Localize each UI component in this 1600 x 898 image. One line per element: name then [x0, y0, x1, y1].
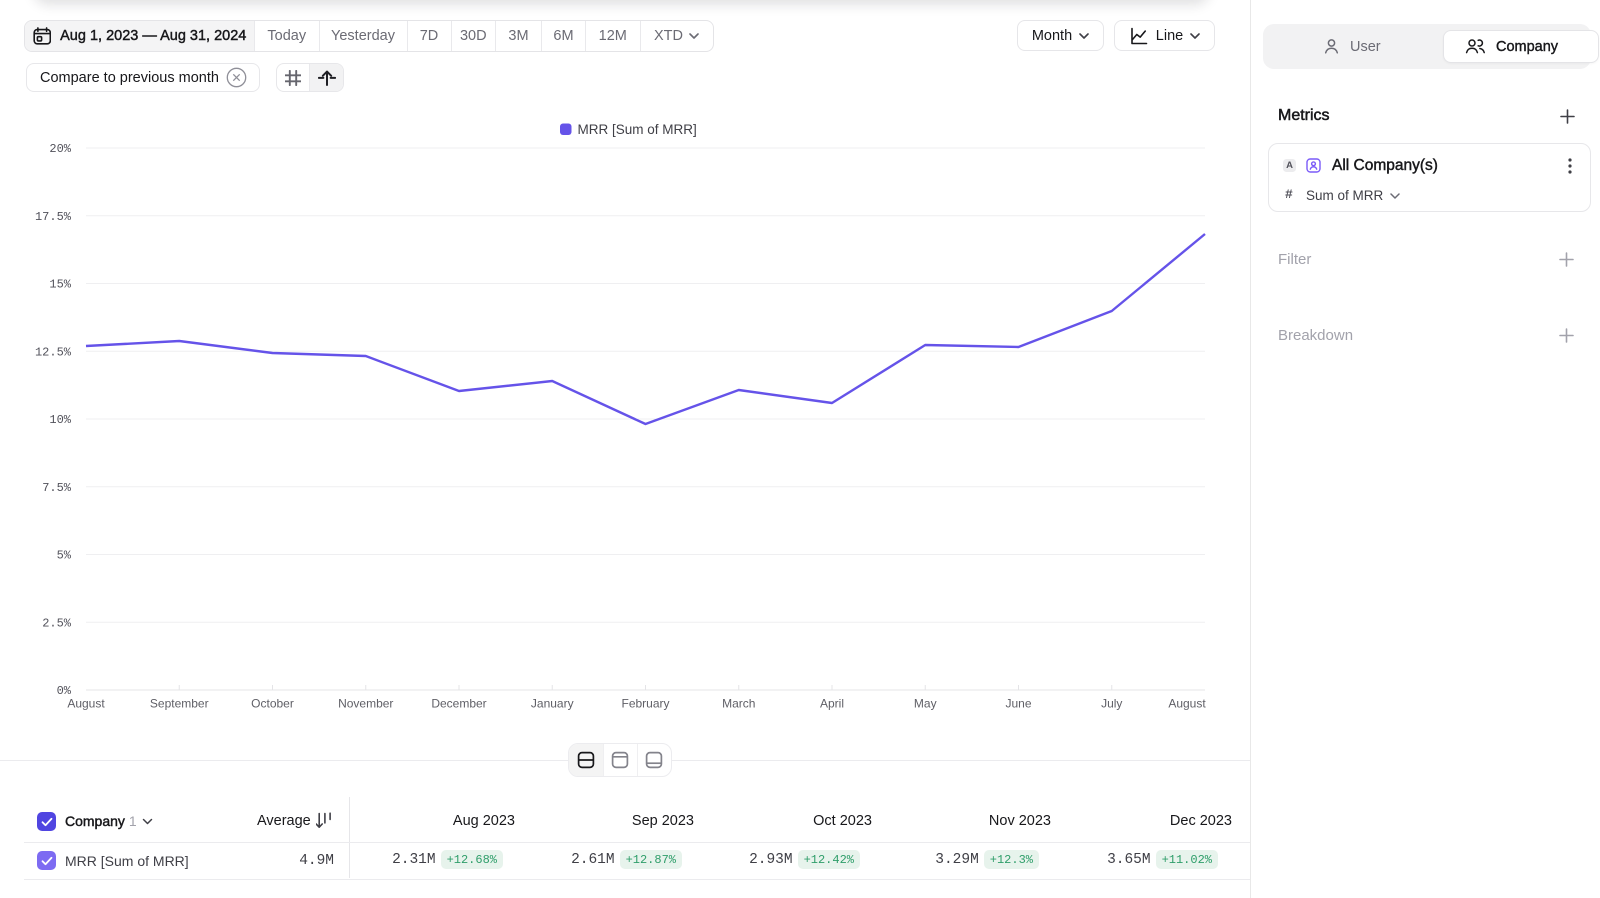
svg-text:November: November: [338, 697, 393, 711]
svg-text:October: October: [251, 697, 294, 711]
svg-text:10%: 10%: [49, 413, 71, 427]
svg-text:March: March: [722, 697, 755, 711]
svg-text:12.5%: 12.5%: [35, 345, 72, 359]
svg-text:May: May: [914, 697, 937, 711]
svg-text:0%: 0%: [57, 684, 72, 698]
svg-text:June: June: [1005, 697, 1031, 711]
svg-text:September: September: [150, 697, 209, 711]
svg-text:15%: 15%: [49, 278, 71, 292]
svg-text:5%: 5%: [57, 549, 72, 563]
svg-text:December: December: [431, 697, 486, 711]
svg-text:July: July: [1101, 697, 1122, 711]
svg-text:February: February: [621, 697, 669, 711]
svg-text:MRR [Sum of MRR]: MRR [Sum of MRR]: [578, 122, 697, 137]
svg-text:January: January: [531, 697, 574, 711]
svg-text:2.5%: 2.5%: [42, 616, 72, 630]
svg-text:20%: 20%: [49, 142, 71, 156]
svg-text:17.5%: 17.5%: [35, 210, 72, 224]
svg-text:August: August: [1168, 697, 1206, 711]
svg-text:April: April: [820, 697, 844, 711]
svg-text:August: August: [67, 697, 105, 711]
svg-text:7.5%: 7.5%: [42, 481, 72, 495]
